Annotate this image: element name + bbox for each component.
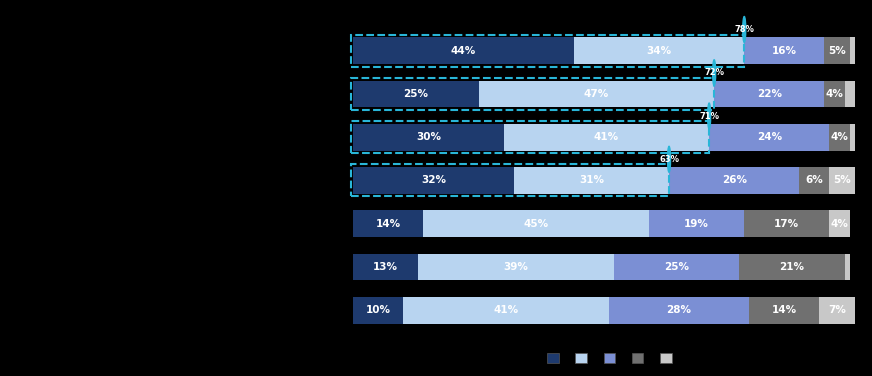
Bar	[351, 35, 745, 67]
Bar	[353, 124, 504, 151]
Bar	[739, 253, 844, 280]
Text: 5%: 5%	[833, 176, 851, 185]
Text: 47%: 47%	[583, 89, 609, 99]
Bar	[669, 167, 800, 194]
Circle shape	[743, 17, 746, 42]
Bar	[424, 210, 649, 237]
Bar	[844, 253, 849, 280]
Bar	[353, 80, 479, 108]
Bar	[709, 124, 829, 151]
Text: 30%: 30%	[416, 132, 441, 142]
Bar	[829, 124, 849, 151]
Text: 63%: 63%	[659, 155, 679, 164]
Text: 45%: 45%	[523, 219, 548, 229]
Text: 16%: 16%	[772, 45, 797, 56]
Text: 4%: 4%	[831, 132, 848, 142]
Text: 10%: 10%	[365, 305, 391, 315]
Bar	[614, 253, 739, 280]
Bar	[714, 80, 825, 108]
Text: 21%: 21%	[780, 262, 804, 272]
Text: 5%: 5%	[828, 45, 846, 56]
Bar	[351, 78, 714, 110]
Text: 4%: 4%	[831, 219, 848, 229]
Text: 32%: 32%	[421, 176, 446, 185]
Bar	[353, 297, 403, 324]
Text: 39%: 39%	[504, 262, 528, 272]
Text: 14%: 14%	[772, 305, 797, 315]
Bar	[514, 167, 669, 194]
Bar	[745, 37, 825, 64]
Text: 24%: 24%	[757, 132, 782, 142]
Bar	[825, 80, 844, 108]
Bar	[574, 37, 744, 64]
Text: 25%: 25%	[404, 89, 428, 99]
Text: 44%: 44%	[451, 45, 476, 56]
Bar	[849, 37, 855, 64]
Bar	[820, 297, 855, 324]
Circle shape	[712, 60, 716, 86]
Bar	[419, 253, 614, 280]
Text: 26%: 26%	[722, 176, 746, 185]
Legend: , , , , : , , , ,	[543, 349, 678, 367]
Bar	[745, 210, 829, 237]
Circle shape	[708, 103, 711, 129]
Text: 71%: 71%	[699, 112, 719, 121]
Text: 19%: 19%	[685, 219, 709, 229]
Circle shape	[668, 146, 671, 172]
Bar	[829, 167, 855, 194]
Bar	[351, 164, 669, 197]
Bar	[649, 210, 744, 237]
Text: 41%: 41%	[594, 132, 619, 142]
Text: 7%: 7%	[828, 305, 846, 315]
Text: 78%: 78%	[734, 25, 754, 34]
Bar	[825, 37, 849, 64]
Bar	[829, 210, 849, 237]
Bar	[403, 297, 609, 324]
Bar	[504, 124, 709, 151]
Text: 31%: 31%	[579, 176, 603, 185]
Bar	[609, 297, 749, 324]
Bar	[849, 124, 855, 151]
Text: 41%: 41%	[494, 305, 519, 315]
Text: 25%: 25%	[664, 262, 689, 272]
Bar	[844, 80, 855, 108]
Text: 13%: 13%	[373, 262, 399, 272]
Text: 14%: 14%	[376, 219, 401, 229]
Text: 22%: 22%	[757, 89, 782, 99]
Bar	[353, 167, 514, 194]
Bar	[353, 253, 419, 280]
Text: 17%: 17%	[774, 219, 800, 229]
Text: 72%: 72%	[705, 68, 724, 77]
Text: 6%: 6%	[806, 176, 823, 185]
Text: 34%: 34%	[646, 45, 671, 56]
Text: 28%: 28%	[666, 305, 691, 315]
Bar	[351, 121, 709, 153]
Bar	[800, 167, 829, 194]
Bar	[749, 297, 820, 324]
Text: 4%: 4%	[826, 89, 843, 99]
Bar	[353, 37, 574, 64]
Bar	[353, 210, 424, 237]
Bar	[479, 80, 714, 108]
